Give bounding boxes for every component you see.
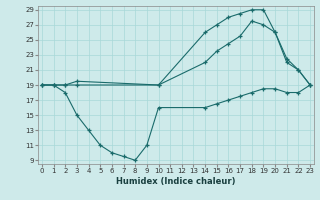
X-axis label: Humidex (Indice chaleur): Humidex (Indice chaleur) <box>116 177 236 186</box>
